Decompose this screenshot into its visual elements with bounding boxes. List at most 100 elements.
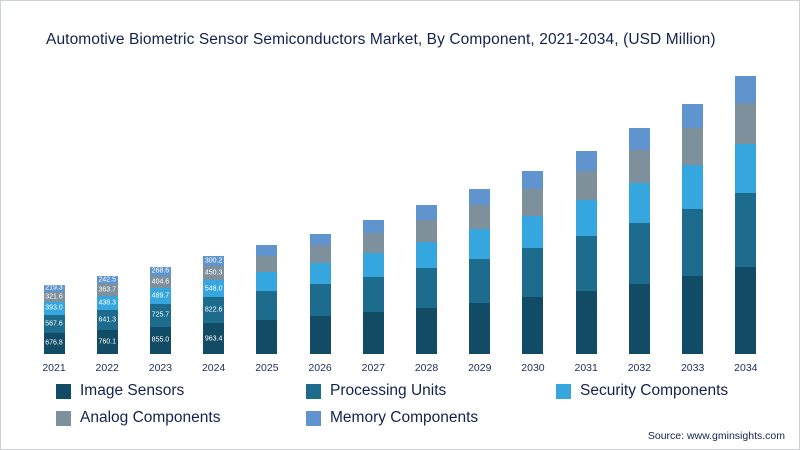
bar-value-label: 219.3 xyxy=(45,284,63,292)
bar-segment-memory-components: 242.5 xyxy=(96,276,118,285)
source-attribution: Source: www.gminsights.com xyxy=(647,430,785,442)
bar-segment-image-sensors xyxy=(416,307,438,354)
bar-segment-analog-components xyxy=(522,188,544,216)
bar-segment-security-components xyxy=(628,183,650,224)
bar-segment-processing-units: 822.6 xyxy=(203,297,225,324)
x-axis-label: 2024 xyxy=(201,362,226,374)
bar-value-label: 548.0 xyxy=(204,285,223,293)
bar-group-2027: 2027 xyxy=(348,220,398,374)
bar-group-2021: 219.3 321.6 393.0 567.6 676.8 2021 xyxy=(29,284,79,374)
bar-value-label: 760.1 xyxy=(98,338,116,346)
bar-segment-analog-components xyxy=(362,233,384,253)
legend-item-security-components: Security Components xyxy=(556,382,799,400)
bar-value-label: 963.4 xyxy=(204,335,223,343)
bar-segment-memory-components xyxy=(682,103,704,128)
bar-segment-security-components: 393.0 xyxy=(43,302,65,315)
bar-segment-image-sensors xyxy=(309,316,331,354)
bar-segment-processing-units xyxy=(309,284,331,317)
bar-segment-analog-components xyxy=(256,255,278,272)
bar-segment-analog-components xyxy=(416,219,438,242)
bar-segment-processing-units xyxy=(416,268,438,308)
bar-group-2029: 2029 xyxy=(455,189,505,374)
stacked-bar: 300.2 450.3 548.0 822.6 963.4 xyxy=(203,256,225,354)
bar-segment-analog-components xyxy=(469,205,491,230)
bar-segment-memory-components xyxy=(256,245,278,256)
bar-group-2023: 268.6 404.6 489.7 725.7 855.0 2023 xyxy=(135,267,185,374)
x-axis-label: 2032 xyxy=(627,362,652,374)
legend-swatch xyxy=(306,383,321,399)
bar-segment-image-sensors xyxy=(469,302,491,354)
x-axis-label: 2026 xyxy=(308,362,332,374)
bar-value-label: 242.5 xyxy=(98,276,116,284)
bar-value-label: 725.7 xyxy=(151,311,170,319)
bar-segment-memory-components xyxy=(628,128,650,151)
bar-segment-memory-components xyxy=(522,171,544,189)
stacked-bar: 242.5 363.7 438.3 641.3 760.1 xyxy=(96,276,118,354)
bar-value-label: 268.6 xyxy=(151,267,170,275)
legend-swatch xyxy=(556,383,571,399)
bar-segment-processing-units xyxy=(522,248,544,297)
bar-segment-analog-components: 450.3 xyxy=(203,265,225,280)
x-axis-label: 2027 xyxy=(361,362,385,374)
bar-value-label: 855.0 xyxy=(151,336,170,344)
bar-value-label: 404.6 xyxy=(151,278,170,286)
bar-segment-security-components: 489.7 xyxy=(149,288,171,304)
legend-item-memory-components: Memory Components xyxy=(306,409,556,427)
bar-segment-memory-components xyxy=(469,189,491,206)
bar-segment-image-sensors: 760.1 xyxy=(96,329,118,354)
x-axis-label: 2033 xyxy=(680,362,705,374)
stacked-bar xyxy=(735,76,757,354)
stacked-bar: 268.6 404.6 489.7 725.7 855.0 xyxy=(149,267,171,354)
bar-segment-security-components: 548.0 xyxy=(203,279,225,298)
bar-segment-security-components xyxy=(309,262,331,285)
bar-segment-processing-units xyxy=(469,258,491,303)
legend-label: Analog Components xyxy=(80,409,221,426)
bar-value-label: 641.3 xyxy=(98,316,116,324)
bar-value-label: 321.6 xyxy=(45,293,63,301)
bar-segment-image-sensors xyxy=(256,320,278,354)
bar-segment-processing-units: 567.6 xyxy=(43,314,65,333)
bar-group-2030: 2030 xyxy=(508,171,558,374)
bar-segment-security-components xyxy=(362,252,384,277)
bar-segment-security-components xyxy=(416,241,438,269)
bar-value-label: 393.0 xyxy=(45,304,63,312)
plot-area: 219.3 321.6 393.0 567.6 676.8 2021 242.5 363.7 4… xyxy=(29,73,771,374)
bar-segment-memory-components xyxy=(575,150,597,171)
bar-segment-memory-components: 300.2 xyxy=(203,256,225,266)
x-axis-label: 2034 xyxy=(734,362,758,374)
stacked-bar xyxy=(416,205,438,354)
x-axis-label: 2031 xyxy=(574,362,598,374)
bar-value-label: 438.3 xyxy=(98,299,116,307)
bar-group-2022: 242.5 363.7 438.3 641.3 760.1 2022 xyxy=(82,276,132,374)
x-axis-label: 2023 xyxy=(148,362,173,374)
stacked-bar xyxy=(309,233,331,354)
stacked-bar: 219.3 321.6 393.0 567.6 676.8 xyxy=(43,284,65,354)
bar-segment-image-sensors xyxy=(575,290,597,354)
x-axis-label: 2025 xyxy=(255,362,279,374)
bar-value-label: 489.7 xyxy=(151,292,170,300)
bar-group-2024: 300.2 450.3 548.0 822.6 963.4 2024 xyxy=(189,256,239,374)
legend-label: Image Sensors xyxy=(80,382,185,399)
legend-label: Memory Components xyxy=(330,409,479,426)
legend-swatch xyxy=(306,410,321,426)
bar-segment-analog-components: 404.6 xyxy=(149,275,171,289)
bar-segment-memory-components xyxy=(362,220,384,234)
stacked-bar xyxy=(469,189,491,354)
bar-segment-processing-units xyxy=(735,193,757,268)
bar-value-label: 300.2 xyxy=(204,257,223,265)
bar-segment-security-components xyxy=(469,229,491,259)
bar-segment-memory-components xyxy=(309,233,331,246)
bar-segment-analog-components xyxy=(682,127,704,165)
legend-swatch xyxy=(56,410,71,426)
bar-segment-analog-components xyxy=(575,170,597,201)
x-axis-label: 2028 xyxy=(414,362,439,374)
legend-label: Processing Units xyxy=(330,382,447,399)
bar-segment-security-components xyxy=(522,215,544,249)
bar-segment-image-sensors xyxy=(362,312,384,354)
bar-segment-image-sensors xyxy=(682,275,704,354)
bar-segment-analog-components xyxy=(735,103,757,144)
bar-value-label: 567.6 xyxy=(45,320,63,327)
legend-item-analog-components: Analog Components xyxy=(56,409,306,427)
bar-group-2026: 2026 xyxy=(295,233,345,374)
